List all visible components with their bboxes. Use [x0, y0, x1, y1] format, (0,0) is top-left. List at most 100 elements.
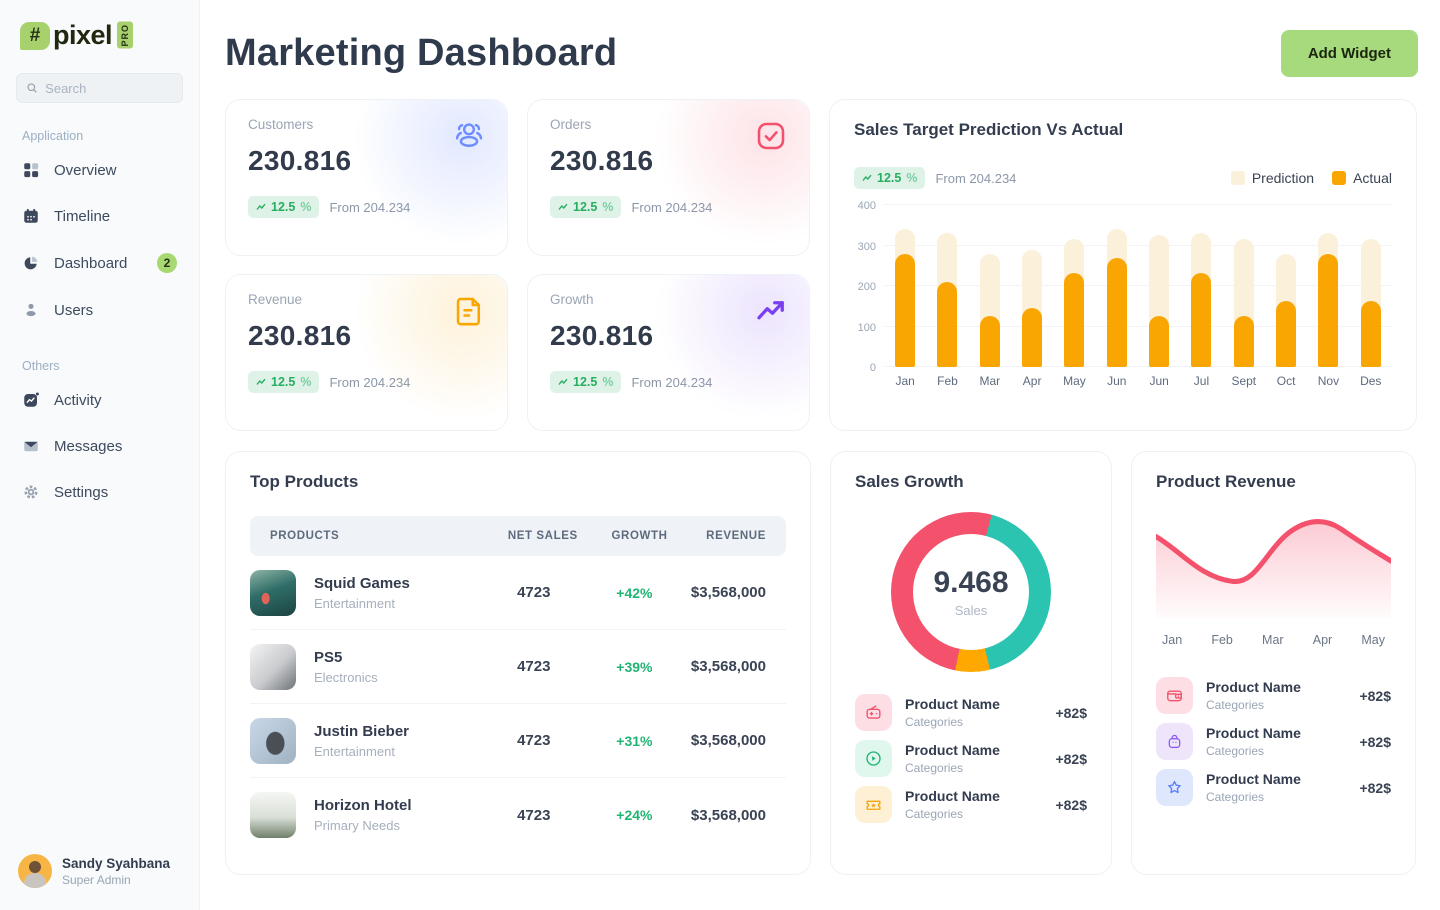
growth-value: +42% — [616, 584, 653, 601]
xtick: Mar — [1262, 633, 1284, 647]
envelope-icon — [24, 441, 38, 452]
sidebar-item-label: Users — [54, 301, 94, 319]
section-label-application: Application — [22, 129, 84, 143]
search-input[interactable] — [45, 80, 173, 96]
bar-group — [1265, 205, 1307, 367]
user-icon — [26, 303, 36, 317]
avatar — [18, 854, 52, 888]
search-box[interactable] — [16, 73, 183, 103]
change-value: 12.5 — [573, 375, 598, 389]
bar-group — [1053, 205, 1095, 367]
sidebar-item-dashboard[interactable]: Dashboard 2 — [16, 239, 183, 287]
bar-group — [1223, 205, 1265, 367]
change-pct: % — [602, 200, 614, 214]
xtick: May — [1361, 633, 1385, 647]
net-sales-value: 4723 — [517, 732, 551, 749]
change-badge: 12.5% — [550, 371, 622, 393]
item-amount: +82$ — [1055, 750, 1087, 767]
item-name: Product Name — [905, 788, 1000, 804]
change-value: 12.5 — [271, 200, 296, 214]
revenue-value: $3,568,000 — [690, 584, 766, 601]
table-row[interactable]: Justin Bieber Entertainment 4723 +31% $3… — [250, 704, 786, 778]
revenue-line-chart — [1153, 519, 1394, 618]
change-badge: 12.5% — [248, 196, 320, 218]
sidebar-item-label: Settings — [54, 483, 109, 501]
stat-label: Customers — [248, 117, 314, 132]
from-text: From 204.234 — [329, 374, 411, 390]
dashboard-count-badge: 2 — [157, 253, 177, 273]
wallet-icon — [1167, 690, 1182, 702]
bar-group — [1096, 205, 1138, 367]
item-amount: +82$ — [1055, 796, 1087, 813]
item-category: Categories — [1206, 698, 1265, 712]
sidebar-item-label: Timeline — [54, 207, 111, 225]
star-icon — [1168, 780, 1181, 794]
sidebar-item-messages[interactable]: Messages — [16, 423, 183, 469]
list-item[interactable]: Product Name Categories +82$ — [1156, 769, 1391, 806]
list-item[interactable]: Product Name Categories +82$ — [1156, 723, 1391, 760]
sales-growth-title: Sales Growth — [855, 472, 964, 491]
sidebar-item-users[interactable]: Users — [16, 287, 183, 333]
product-thumbnail — [250, 643, 296, 690]
from-text: From 204.234 — [631, 199, 713, 215]
stat-footer: 12.5% From 204.234 — [248, 371, 485, 393]
legend-label: Prediction — [1251, 170, 1315, 186]
sidebar-item-activity[interactable]: Activity — [16, 377, 183, 423]
top-grid: Customers 230.816 12.5% From 204.234 Ord… — [225, 99, 1418, 431]
item-category: Categories — [1206, 790, 1265, 804]
sidebar-item-overview[interactable]: Overview — [16, 147, 183, 193]
change-pct: % — [300, 375, 312, 389]
gear-icon — [24, 485, 38, 499]
search-icon — [27, 83, 37, 93]
user-role: Super Admin — [62, 872, 131, 887]
item-name: Product Name — [905, 742, 1000, 758]
legend-actual: Actual — [1332, 170, 1392, 186]
from-text: From 204.234 — [631, 374, 713, 390]
product-category: Electronics — [314, 669, 378, 685]
stat-card-growth: Growth 230.816 12.5% From 204.234 — [527, 274, 810, 431]
logo-hash-icon: # — [20, 21, 50, 50]
bar-chart-xaxis: Jan Feb Mar Apr May Jun Jun Jul Sept Oct Nov Des — [895, 374, 1382, 388]
document-icon — [456, 297, 481, 326]
section-label-others: Others — [22, 359, 60, 373]
table-row[interactable]: Squid Games Entertainment 4723 +42% $3,5… — [250, 556, 786, 630]
shopping-bag-icon — [1168, 734, 1181, 749]
user-profile[interactable]: Sandy Syahbana Super Admin — [16, 848, 183, 894]
activity-icon — [24, 392, 39, 407]
bottom-grid: Top Products PRODUCTS NET SALES GROWTH R… — [225, 451, 1418, 875]
xtick: Feb — [1211, 633, 1233, 647]
change-pct: % — [300, 200, 312, 214]
stat-value: 230.816 — [550, 320, 654, 351]
page-header: Marketing Dashboard Add Widget — [225, 30, 1418, 77]
table-row[interactable]: PS5 Electronics 4723 +39% $3,568,000 — [250, 630, 786, 704]
area-chart-xaxis: Jan Feb Mar Apr May — [1156, 633, 1391, 647]
sidebar-item-settings[interactable]: Settings — [16, 469, 183, 515]
bar-group — [1011, 205, 1053, 367]
growth-value: +39% — [616, 658, 653, 675]
bar-chart-plot — [884, 204, 1392, 367]
list-item[interactable]: Product Name Categories +82$ — [1156, 677, 1391, 714]
item-category: Categories — [905, 715, 964, 729]
stat-card-customers: Customers 230.816 12.5% From 204.234 — [225, 99, 508, 256]
item-category: Categories — [905, 807, 964, 821]
pie-chart-icon — [24, 256, 38, 270]
trend-up-mini-icon — [558, 203, 568, 210]
add-widget-button[interactable]: Add Widget — [1280, 30, 1418, 77]
sidebar: # pixel PRO Application Overview Timelin… — [0, 0, 200, 910]
bar-group — [969, 205, 1011, 367]
net-sales-value: 4723 — [517, 806, 551, 824]
logo-text: pixel — [53, 20, 113, 50]
list-item[interactable]: Product Name Categories +82$ — [855, 694, 1087, 731]
list-item[interactable]: Product Name Categories +82$ — [855, 786, 1087, 823]
sidebar-item-label: Activity — [54, 391, 102, 409]
legend-prediction-swatch — [1230, 171, 1245, 185]
chart-subheader: 12.5% From 204.234 Prediction Actual — [854, 167, 1392, 189]
sidebar-item-timeline[interactable]: Timeline — [16, 193, 183, 239]
list-item[interactable]: Product Name Categories +82$ — [855, 740, 1087, 777]
product-name: Justin Bieber — [314, 722, 410, 740]
donut-chart: 9.468 Sales — [891, 512, 1051, 672]
table-row[interactable]: Horizon Hotel Primary Needs 4723 +24% $3… — [250, 778, 786, 852]
stat-label: Growth — [550, 292, 594, 307]
logo-pro-badge: PRO — [117, 22, 134, 49]
product-revenue-title: Product Revenue — [1156, 472, 1296, 491]
